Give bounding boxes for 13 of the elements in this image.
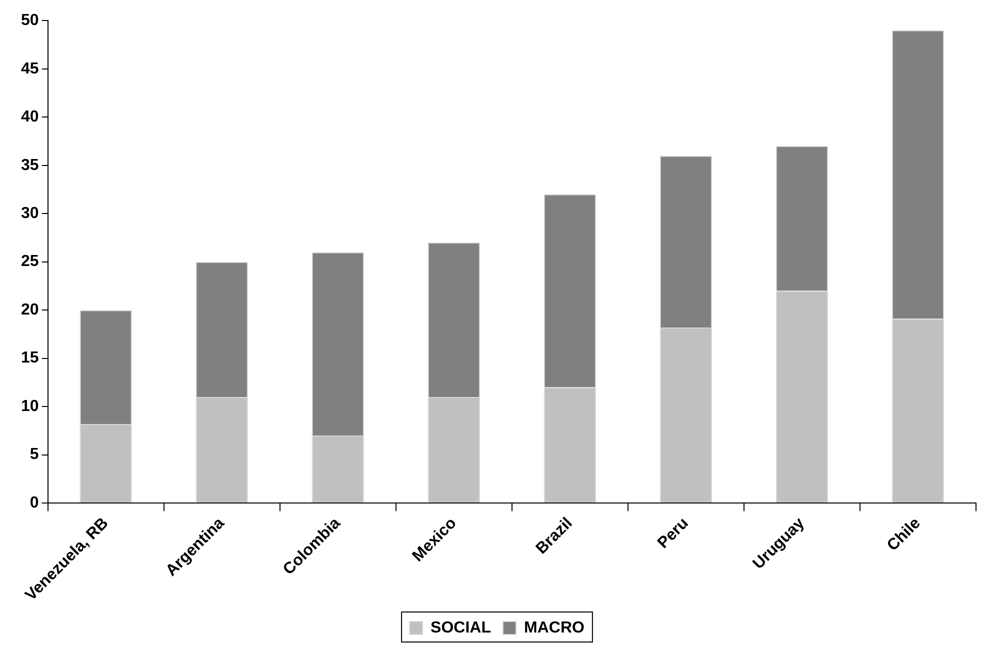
y-tick-label: 25	[21, 253, 39, 270]
y-tick-label: 5	[30, 446, 39, 464]
y-tick-label: 0	[30, 494, 39, 512]
y-tick-label: 35	[21, 156, 39, 174]
legend-label: MACRO	[524, 619, 584, 636]
y-tick-label: 45	[21, 60, 39, 78]
y-tick-label: 10	[21, 398, 39, 415]
y-tick-label: 40	[21, 108, 39, 126]
y-tick-label: 50	[21, 12, 39, 30]
y-tick-label: 20	[21, 301, 39, 318]
legend-label: SOCIAL	[430, 619, 492, 636]
y-tick-label: 15	[21, 350, 39, 367]
y-tick-label: 30	[21, 205, 39, 222]
